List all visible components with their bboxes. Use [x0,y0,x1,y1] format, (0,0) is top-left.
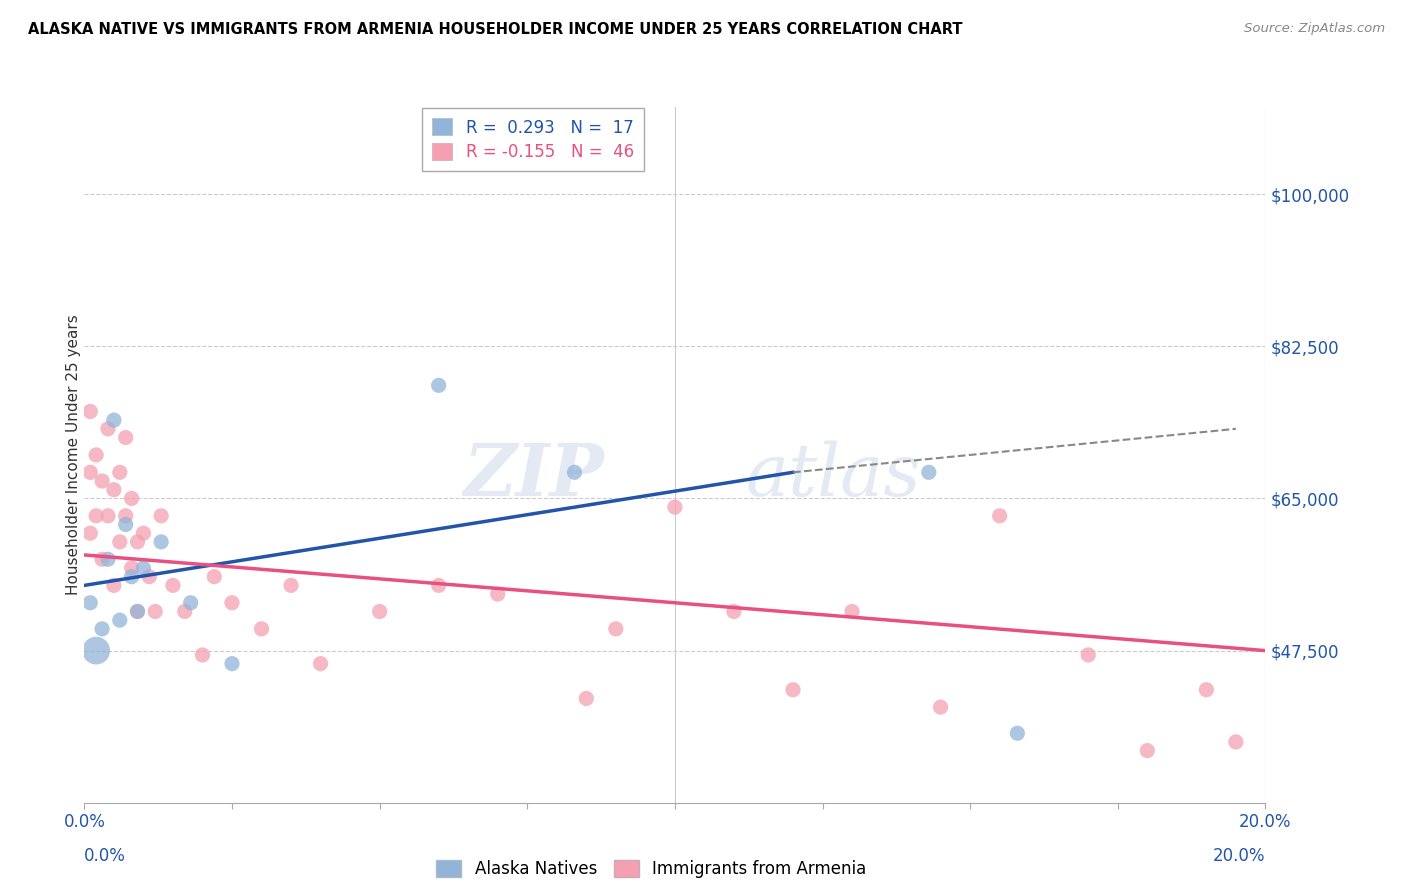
Point [1077,648,1099,662]
Point [97,422,120,436]
Point [664,500,686,514]
Point [427,578,450,592]
Text: 20.0%: 20.0% [1213,847,1265,865]
Point [191,648,214,662]
Point [841,605,863,619]
Legend: Alaska Natives, Immigrants from Armenia: Alaska Natives, Immigrants from Armenia [430,854,873,885]
Point [1225,735,1247,749]
Text: Source: ZipAtlas.com: Source: ZipAtlas.com [1244,22,1385,36]
Point [108,535,131,549]
Point [1007,726,1029,740]
Point [782,682,804,697]
Point [108,613,131,627]
Point [162,578,184,592]
Point [103,578,125,592]
Point [114,508,136,523]
Point [150,535,173,549]
Point [575,691,598,706]
Y-axis label: Householder Income Under 25 years: Householder Income Under 25 years [66,315,80,595]
Point [79,596,101,610]
Point [250,622,273,636]
Point [127,605,149,619]
Point [84,643,107,657]
Point [1195,682,1218,697]
Point [1136,744,1159,758]
Point [180,596,202,610]
Point [723,605,745,619]
Point [368,605,391,619]
Point [103,413,125,427]
Point [221,657,243,671]
Point [121,491,143,506]
Point [114,431,136,445]
Point [132,561,155,575]
Point [280,578,302,592]
Point [132,526,155,541]
Point [309,657,332,671]
Point [221,596,243,610]
Point [121,561,143,575]
Point [202,570,225,584]
Text: ZIP: ZIP [463,441,605,511]
Point [127,535,149,549]
Point [91,622,114,636]
Point [103,483,125,497]
Point [121,570,143,584]
Point [564,466,586,480]
Point [150,508,173,523]
Point [108,466,131,480]
Text: 0.0%: 0.0% [84,847,127,865]
Point [79,466,101,480]
Text: atlas: atlas [745,441,921,511]
Point [918,466,941,480]
Point [79,526,101,541]
Point [138,570,160,584]
Point [91,474,114,488]
Point [605,622,627,636]
Point [114,517,136,532]
Point [988,508,1011,523]
Point [79,404,101,418]
Point [97,508,120,523]
Point [84,508,107,523]
Point [143,605,166,619]
Point [127,605,149,619]
Point [91,552,114,566]
Text: ALASKA NATIVE VS IMMIGRANTS FROM ARMENIA HOUSEHOLDER INCOME UNDER 25 YEARS CORRE: ALASKA NATIVE VS IMMIGRANTS FROM ARMENIA… [28,22,963,37]
Point [929,700,952,714]
Point [84,448,107,462]
Point [486,587,509,601]
Point [173,605,195,619]
Point [97,552,120,566]
Point [427,378,450,392]
